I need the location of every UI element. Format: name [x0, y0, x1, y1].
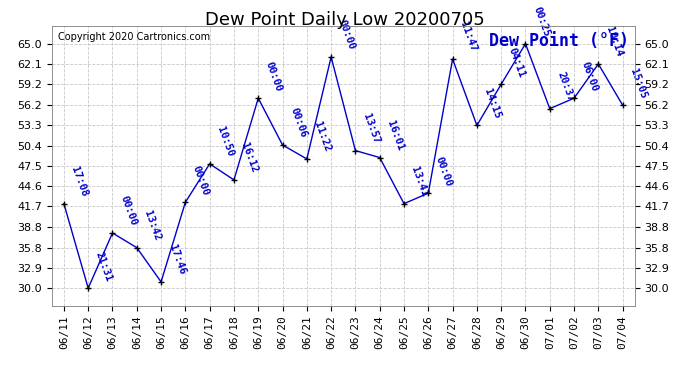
- Text: Copyright 2020 Cartronics.com: Copyright 2020 Cartronics.com: [57, 32, 210, 42]
- Text: 16:12: 16:12: [239, 142, 259, 174]
- Text: Dew Point Daily Low 20200705: Dew Point Daily Low 20200705: [205, 11, 485, 29]
- Text: 16:01: 16:01: [385, 119, 405, 152]
- Text: 06:00: 06:00: [580, 60, 600, 93]
- Text: 17:46: 17:46: [166, 243, 187, 276]
- Text: Dew Point (°F): Dew Point (°F): [489, 32, 629, 50]
- Text: 04:11: 04:11: [506, 46, 527, 79]
- Text: 20:37: 20:37: [555, 70, 575, 103]
- Text: 00:00: 00:00: [434, 155, 454, 188]
- Text: 13:42: 13:42: [142, 209, 162, 242]
- Text: 00:00: 00:00: [118, 195, 138, 227]
- Text: 21:31: 21:31: [94, 250, 114, 283]
- Text: 11:22: 11:22: [313, 121, 333, 153]
- Text: 00:00: 00:00: [264, 60, 284, 93]
- Text: 10:14: 10:14: [604, 26, 624, 58]
- Text: 00:06: 00:06: [288, 106, 308, 140]
- Text: 17:08: 17:08: [70, 165, 90, 198]
- Text: 10:50: 10:50: [215, 126, 235, 158]
- Text: 13:57: 13:57: [361, 112, 381, 145]
- Text: 00:00: 00:00: [337, 19, 357, 51]
- Text: 15:05: 15:05: [628, 67, 649, 100]
- Text: 14:15: 14:15: [482, 87, 502, 120]
- Text: 00:00: 00:00: [191, 164, 211, 197]
- Text: 13:41: 13:41: [410, 165, 430, 198]
- Text: 11:47: 11:47: [458, 21, 478, 54]
- Text: 00:25: 00:25: [531, 5, 551, 38]
